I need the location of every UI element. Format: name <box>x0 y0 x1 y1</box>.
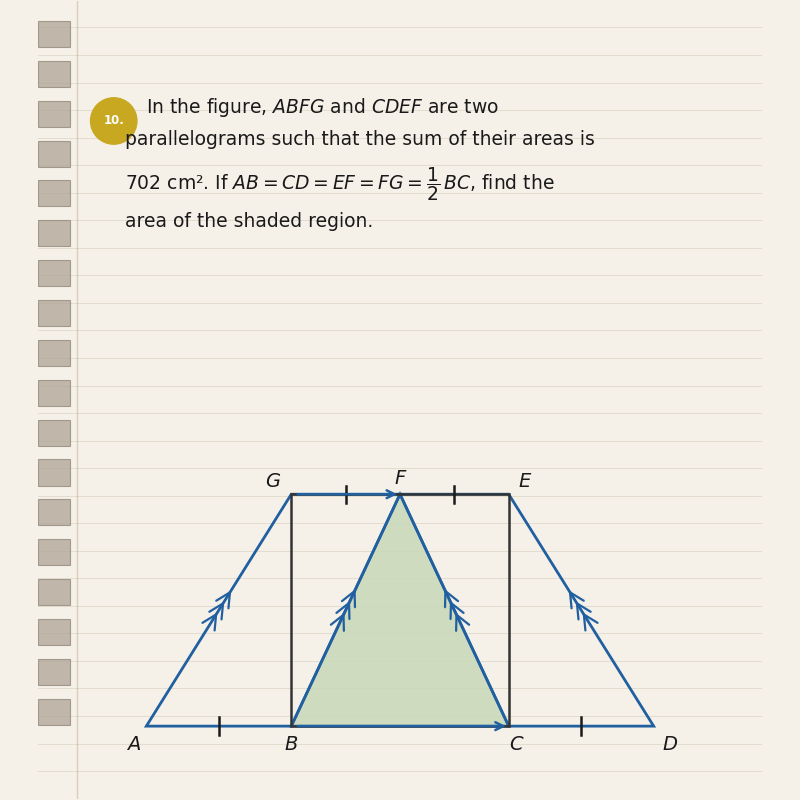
Bar <box>38 260 70 286</box>
Text: G: G <box>266 472 281 490</box>
Text: area of the shaded region.: area of the shaded region. <box>125 211 373 230</box>
Text: B: B <box>285 734 298 754</box>
Bar <box>38 101 70 126</box>
Bar <box>38 181 70 206</box>
Bar <box>38 499 70 526</box>
Bar <box>38 21 70 47</box>
Text: A: A <box>126 734 140 754</box>
Polygon shape <box>291 494 509 726</box>
Bar <box>38 300 70 326</box>
Bar <box>38 220 70 246</box>
Bar <box>38 539 70 566</box>
Bar <box>38 658 70 685</box>
Bar <box>38 698 70 725</box>
Text: 10.: 10. <box>103 114 124 127</box>
Text: parallelograms such that the sum of their areas is: parallelograms such that the sum of thei… <box>125 130 594 150</box>
Bar <box>38 579 70 605</box>
Text: C: C <box>509 734 522 754</box>
Text: F: F <box>394 469 406 488</box>
Text: 702 cm². If $\mathit{AB = CD = EF = FG} = \dfrac{1}{2}\,\mathit{BC}$, find the: 702 cm². If $\mathit{AB = CD = EF = FG} … <box>125 165 554 203</box>
Text: D: D <box>662 734 677 754</box>
Bar <box>38 141 70 166</box>
Bar <box>38 380 70 406</box>
Text: In the figure, $\mathit{ABFG}$ and $\mathit{CDEF}$ are two: In the figure, $\mathit{ABFG}$ and $\mat… <box>146 96 499 118</box>
Circle shape <box>90 98 137 144</box>
Bar <box>38 61 70 87</box>
Bar <box>38 340 70 366</box>
Bar <box>38 419 70 446</box>
Bar <box>38 619 70 645</box>
Text: E: E <box>518 472 531 490</box>
Bar <box>38 459 70 486</box>
